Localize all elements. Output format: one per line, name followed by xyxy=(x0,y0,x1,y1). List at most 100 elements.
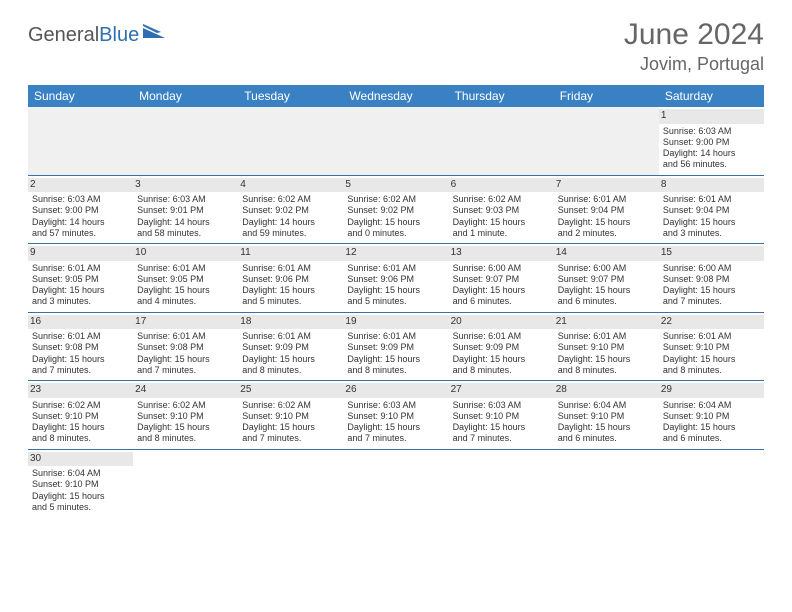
sunset-text: Sunset: 9:06 PM xyxy=(242,274,339,285)
sunrise-text: Sunrise: 6:02 AM xyxy=(32,400,129,411)
daylight-text: and 5 minutes. xyxy=(347,296,444,307)
sunrise-text: Sunrise: 6:02 AM xyxy=(453,194,550,205)
day-number: 13 xyxy=(449,246,554,261)
sunset-text: Sunset: 9:02 PM xyxy=(242,205,339,216)
empty-cell xyxy=(238,107,343,175)
sunrise-text: Sunrise: 6:01 AM xyxy=(453,331,550,342)
sunrise-text: Sunrise: 6:04 AM xyxy=(32,468,129,479)
daylight-text: and 7 minutes. xyxy=(347,433,444,444)
day-cell: 8Sunrise: 6:01 AMSunset: 9:04 PMDaylight… xyxy=(659,175,764,244)
daylight-text: Daylight: 15 hours xyxy=(242,285,339,296)
week-row: 2Sunrise: 6:03 AMSunset: 9:00 PMDaylight… xyxy=(28,175,764,244)
sunset-text: Sunset: 9:08 PM xyxy=(663,274,760,285)
day-number: 18 xyxy=(238,315,343,330)
daylight-text: Daylight: 15 hours xyxy=(558,354,655,365)
daylight-text: Daylight: 15 hours xyxy=(347,217,444,228)
empty-cell xyxy=(343,107,448,175)
sunrise-text: Sunrise: 6:04 AM xyxy=(558,400,655,411)
day-number: 9 xyxy=(28,246,133,261)
sunset-text: Sunset: 9:00 PM xyxy=(32,205,129,216)
daylight-text: and 2 minutes. xyxy=(558,228,655,239)
sunset-text: Sunset: 9:07 PM xyxy=(453,274,550,285)
day-number: 25 xyxy=(238,383,343,398)
day-cell: 7Sunrise: 6:01 AMSunset: 9:04 PMDaylight… xyxy=(554,175,659,244)
day-cell: 20Sunrise: 6:01 AMSunset: 9:09 PMDayligh… xyxy=(449,312,554,381)
day-number: 27 xyxy=(449,383,554,398)
day-cell: 2Sunrise: 6:03 AMSunset: 9:00 PMDaylight… xyxy=(28,175,133,244)
day-cell: 22Sunrise: 6:01 AMSunset: 9:10 PMDayligh… xyxy=(659,312,764,381)
daylight-text: Daylight: 15 hours xyxy=(453,422,550,433)
daylight-text: Daylight: 15 hours xyxy=(663,354,760,365)
brand-logo: GeneralBlue xyxy=(28,24,169,47)
empty-cell xyxy=(238,449,343,517)
daylight-text: and 5 minutes. xyxy=(242,296,339,307)
day-number: 26 xyxy=(343,383,448,398)
day-number: 15 xyxy=(659,246,764,261)
daylight-text: Daylight: 15 hours xyxy=(137,354,234,365)
sunset-text: Sunset: 9:01 PM xyxy=(137,205,234,216)
day-number: 30 xyxy=(28,452,133,467)
weekday-header: Sunday xyxy=(28,85,133,107)
day-cell: 14Sunrise: 6:00 AMSunset: 9:07 PMDayligh… xyxy=(554,244,659,313)
sunset-text: Sunset: 9:10 PM xyxy=(558,411,655,422)
flag-icon xyxy=(143,24,169,47)
daylight-text: Daylight: 15 hours xyxy=(242,422,339,433)
day-cell: 1Sunrise: 6:03 AMSunset: 9:00 PMDaylight… xyxy=(659,107,764,175)
sunrise-text: Sunrise: 6:00 AM xyxy=(663,263,760,274)
sunrise-text: Sunrise: 6:03 AM xyxy=(32,194,129,205)
weekday-header: Saturday xyxy=(659,85,764,107)
day-number: 28 xyxy=(554,383,659,398)
header: GeneralBlue June 2024 Jovim, Portugal xyxy=(28,18,764,75)
sunset-text: Sunset: 9:10 PM xyxy=(242,411,339,422)
day-cell: 13Sunrise: 6:00 AMSunset: 9:07 PMDayligh… xyxy=(449,244,554,313)
day-number: 8 xyxy=(659,178,764,193)
daylight-text: and 8 minutes. xyxy=(453,365,550,376)
sunset-text: Sunset: 9:04 PM xyxy=(558,205,655,216)
daylight-text: Daylight: 14 hours xyxy=(663,148,760,159)
daylight-text: and 5 minutes. xyxy=(32,502,129,513)
day-cell: 11Sunrise: 6:01 AMSunset: 9:06 PMDayligh… xyxy=(238,244,343,313)
day-number: 4 xyxy=(238,178,343,193)
sunset-text: Sunset: 9:05 PM xyxy=(32,274,129,285)
empty-cell xyxy=(133,107,238,175)
day-cell: 30Sunrise: 6:04 AMSunset: 9:10 PMDayligh… xyxy=(28,449,133,517)
sunrise-text: Sunrise: 6:01 AM xyxy=(663,331,760,342)
day-cell: 10Sunrise: 6:01 AMSunset: 9:05 PMDayligh… xyxy=(133,244,238,313)
week-row: 9 Sunrise: 6:01 AM Sunset: 9:05 PM Daylight… xyxy=(28,244,764,313)
daylight-text: Daylight: 15 hours xyxy=(663,285,760,296)
daylight-text: Daylight: 15 hours xyxy=(558,217,655,228)
sunset-text: Sunset: 9:10 PM xyxy=(663,342,760,353)
day-number: 6 xyxy=(449,178,554,193)
daylight-text: Daylight: 15 hours xyxy=(32,491,129,502)
daylight-text: and 59 minutes. xyxy=(242,228,339,239)
sunrise-text: Sunrise: 6:01 AM xyxy=(347,331,444,342)
daylight-text: Daylight: 15 hours xyxy=(137,422,234,433)
sunrise-text: Sunrise: 6:01 AM xyxy=(347,263,444,274)
daylight-text: and 7 minutes. xyxy=(32,365,129,376)
sunset-text: Sunset: 9:08 PM xyxy=(32,342,129,353)
sunset-text: Sunset: 9:09 PM xyxy=(242,342,339,353)
brand-part2: Blue xyxy=(99,24,139,47)
sunset-text: Sunset: 9:10 PM xyxy=(453,411,550,422)
month-title: June 2024 xyxy=(624,18,764,52)
day-cell: 23Sunrise: 6:02 AMSunset: 9:10 PMDayligh… xyxy=(28,381,133,450)
daylight-text: and 8 minutes. xyxy=(558,365,655,376)
sunrise-text: Sunrise: 6:01 AM xyxy=(663,194,760,205)
week-row: 23Sunrise: 6:02 AMSunset: 9:10 PMDayligh… xyxy=(28,381,764,450)
sunrise-text: Sunrise: 6:01 AM xyxy=(137,331,234,342)
sunset-text: Sunset: 9:04 PM xyxy=(663,205,760,216)
daylight-text: Daylight: 15 hours xyxy=(558,422,655,433)
sunrise-text: Sunrise: 6:02 AM xyxy=(242,194,339,205)
sunset-text: Sunset: 9:07 PM xyxy=(558,274,655,285)
daylight-text: and 0 minutes. xyxy=(347,228,444,239)
sunset-text: Sunset: 9:06 PM xyxy=(347,274,444,285)
daylight-text: Daylight: 15 hours xyxy=(453,285,550,296)
daylight-text: and 4 minutes. xyxy=(137,296,234,307)
sunset-text: Sunset: 9:10 PM xyxy=(663,411,760,422)
day-cell: 25Sunrise: 6:02 AMSunset: 9:10 PMDayligh… xyxy=(238,381,343,450)
daylight-text: Daylight: 15 hours xyxy=(663,217,760,228)
sunrise-text: Sunrise: 6:01 AM xyxy=(558,331,655,342)
daylight-text: and 57 minutes. xyxy=(32,228,129,239)
daylight-text: Daylight: 15 hours xyxy=(137,285,234,296)
sunset-text: Sunset: 9:10 PM xyxy=(558,342,655,353)
